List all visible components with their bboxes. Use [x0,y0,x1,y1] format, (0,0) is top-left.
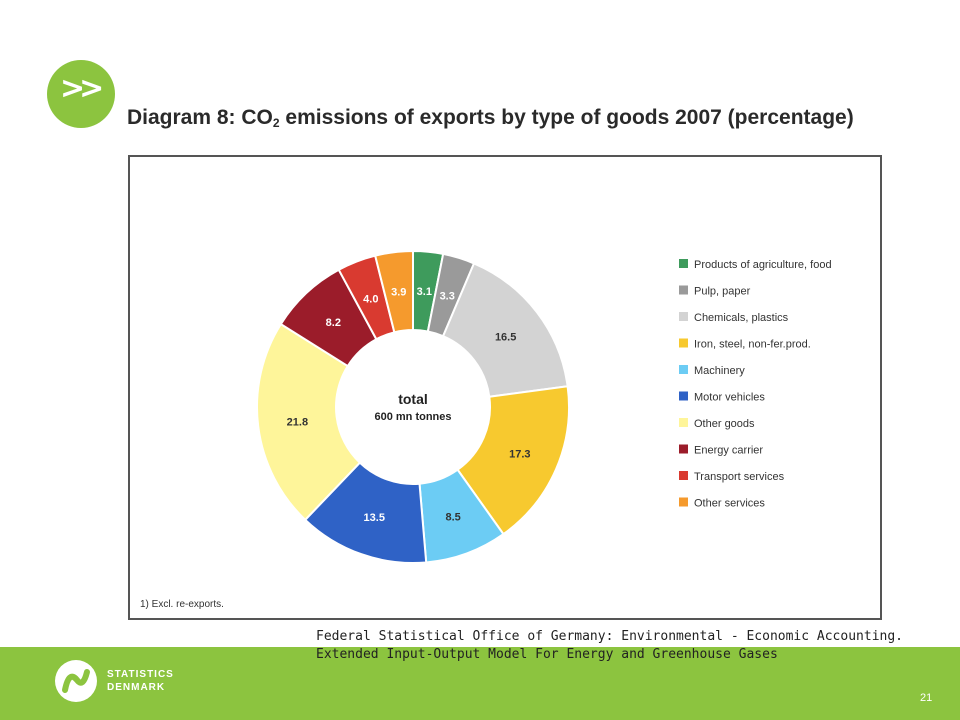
legend-swatch-other-goods [679,418,688,427]
legend-label-other-goods: Other goods [694,418,755,430]
slice-label-transport-services: 4.0 [363,293,378,305]
chevron-right-icon: >> [60,71,104,106]
slice-label-products-of-agriculture-food: 3.1 [417,286,432,298]
legend-label-other-services: Other services [694,498,765,510]
legend-label-machinery: Machinery [694,365,745,377]
center-label-amount: 600 mn tonnes [374,411,451,423]
legend-swatch-transport-services [679,471,688,480]
statistics-denmark-logo-icon [55,660,97,702]
legend-label-energy-carrier: Energy carrier [694,445,763,457]
slice-label-pulp-paper: 3.3 [440,291,455,303]
legend-swatch-energy-carrier [679,444,688,454]
slice-chemicals-plastics [441,262,569,398]
source-line-1: Federal Statistical Office of Germany: E… [316,629,903,644]
slice-label-energy-carrier: 8.2 [326,317,341,329]
legend-swatch-iron-steel-non-fer-prod [679,338,688,348]
legend-label-transport-services: Transport services [694,471,785,483]
slice-label-other-services: 3.9 [391,286,406,298]
slice-label-machinery: 8.5 [445,511,460,523]
legend-swatch-machinery [679,365,688,374]
slice-label-chemicals-plastics: 16.5 [495,331,516,343]
slice-label-motor-vehicles: 13.5 [364,512,385,524]
slice-other-goods [256,322,362,522]
legend-label-motor-vehicles: Motor vehicles [694,392,765,404]
legend-swatch-products-of-agriculture-food [679,259,688,268]
legend-label-products-of-agriculture-food: Products of agriculture, food [694,259,832,271]
legend-swatch-motor-vehicles [679,391,688,401]
legend-label-iron-steel-non-fer-prod: Iron, steel, non-fer.prod. [694,339,811,351]
footer-band [0,647,960,720]
chart-title: Diagram 8: CO2 emissions of exports by t… [127,106,854,130]
slice-other-services [373,249,414,334]
source-note: Federal Statistical Office of Germany: E… [316,628,903,664]
slice-label-iron-steel-non-fer-prod: 17.3 [509,448,530,460]
legend-label-pulp-paper: Pulp, paper [694,286,751,298]
donut-chart: 3.1 3.3 16.5 17.3 8.5 13.5 21.8 8.2 4.0 3.9 total 6… [256,249,832,564]
source-line-2: Extended Input-Output Model For Energy a… [316,647,778,662]
chart-footnote: 1) Excl. re-exports. [140,599,224,610]
legend-swatch-other-services [679,497,688,507]
brand-badge [47,60,115,128]
legend-label-chemicals-plastics: Chemicals, plastics [694,312,789,324]
slice-iron-steel-non-fer-prod [456,385,570,536]
logo-line-1: STATISTICS [107,669,174,680]
logo-text: STATISTICS DENMARK [107,668,174,694]
chart-frame: 3.1 3.3 16.5 17.3 8.5 13.5 21.8 8.2 4.0 3.9 total 6… [128,155,882,620]
legend-swatch-chemicals-plastics [679,312,688,321]
page-number: 21 [920,692,933,704]
logo-line-2: DENMARK [107,682,166,693]
center-label-total: total [398,391,428,407]
legend-swatch-pulp-paper [679,285,688,295]
slice-label-other-goods: 21.8 [287,416,308,428]
